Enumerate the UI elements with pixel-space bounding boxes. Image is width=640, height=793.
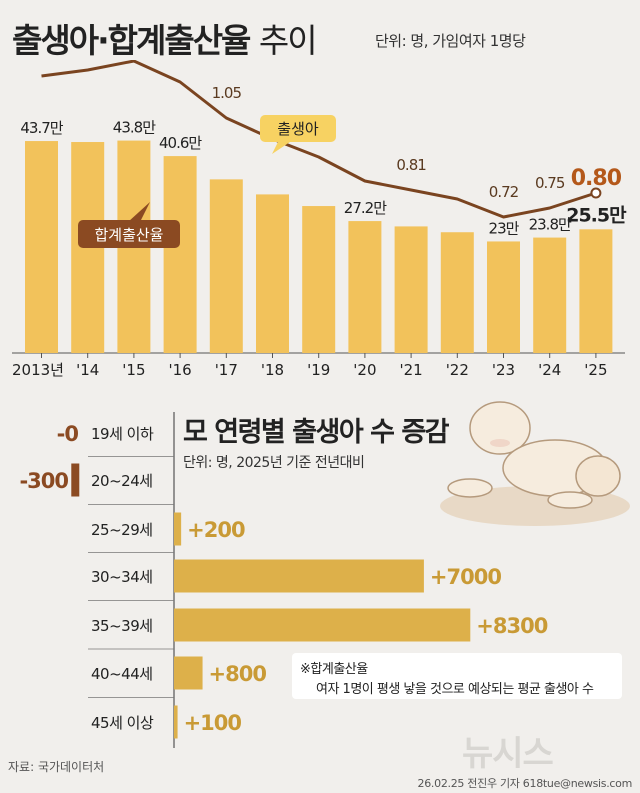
fertility-data-label: 0.81 (396, 156, 426, 174)
change-bar (174, 559, 424, 593)
change-value-label: +7000 (430, 565, 501, 589)
x-tick-label: '15 (122, 361, 145, 379)
change-value-label: +8300 (476, 614, 547, 638)
births-badge: 출생아 (260, 115, 336, 154)
change-bar (174, 705, 178, 739)
credit-text: 26.02.25 전진우 기자 618tue@newsis.com (417, 777, 633, 790)
births-data-label: 23만 (489, 219, 520, 237)
births-data-label: 43.8만 (113, 119, 156, 137)
x-tick-label: '25 (584, 361, 607, 379)
age-group-label: 19세 이하 (91, 425, 154, 443)
note-text: 여자 1명이 평생 낳을 것으로 예상되는 평균 출생아 수 (316, 682, 594, 697)
fertility-data-label: 0.72 (489, 183, 519, 201)
age-group-label: 35~39세 (91, 617, 153, 635)
births-bar (487, 241, 520, 353)
births-bar (302, 206, 336, 353)
births-bar (440, 232, 474, 353)
births-data-label: 25.5만 (566, 204, 627, 226)
fertility-data-label: 0.75 (535, 174, 565, 192)
title-main: 출생아·합계출산율 (12, 21, 251, 60)
fertility-badge: 합계출산율 (78, 202, 180, 248)
x-tick-label: '23 (492, 361, 515, 379)
chart2-title: 모 연령별 출생아 수 증감 (183, 417, 450, 448)
fertility-data-label: 1.05 (212, 84, 242, 102)
fertility-line (41, 60, 597, 219)
births-data-label: 40.6만 (159, 134, 202, 152)
births-bar (533, 237, 567, 353)
births-data-label: 43.7만 (20, 119, 63, 137)
chart2-unit: 단위: 명, 2025년 기준 전년대비 (183, 455, 365, 471)
age-group-label: 25~29세 (91, 521, 153, 539)
x-tick-label: '17 (215, 361, 238, 379)
fertility-data-label: 0.80 (571, 166, 622, 191)
births-bar (394, 226, 428, 353)
x-tick-label: '24 (538, 361, 561, 379)
fertility-note: ※합계출산율 여자 1명이 평생 낳을 것으로 예상되는 평균 출생아 수 (292, 653, 622, 699)
x-tick-label: '20 (353, 361, 376, 379)
births-bar (163, 156, 197, 353)
age-group-label: 45세 이상 (91, 714, 154, 732)
note-title: ※합계출산율 (300, 662, 368, 677)
svg-text:출생아: 출생아 (277, 120, 319, 138)
newsis-logo: 뉴시스 (462, 734, 554, 774)
change-bar (174, 656, 203, 690)
change-value-label: +200 (187, 518, 245, 542)
births-bar (348, 221, 382, 353)
svg-text:합계출산율: 합계출산율 (94, 226, 163, 244)
title-sub: 추이 (258, 21, 318, 60)
births-bar (25, 141, 58, 353)
age-group-label: 20~24세 (91, 472, 153, 490)
births-fertility-chart: 2013년 43.7만 '14 '15 43.8만 '16 40.6만 '17 '18 '19 '2… (12, 60, 628, 379)
baby-illustration (440, 401, 630, 526)
x-tick-label: '14 (76, 361, 99, 379)
age-change-chart: 19세 이하 -0 20~24세 -300 25~29세 +200 30~34세 +7000 3… (19, 412, 549, 748)
x-tick-label: '22 (446, 361, 469, 379)
births-bar (256, 194, 289, 353)
x-tick-label: 2013년 (12, 361, 64, 379)
x-tick-label: '18 (261, 361, 284, 379)
fertility-point (590, 187, 602, 199)
births-data-label: 23.8만 (529, 216, 572, 234)
change-value-label: +100 (184, 711, 242, 735)
change-bar (174, 608, 471, 642)
change-bar (174, 512, 182, 546)
change-bar (71, 463, 80, 497)
change-value-label: -0 (57, 422, 79, 446)
change-value-label: +800 (209, 662, 267, 686)
age-group-label: 40~44세 (91, 665, 153, 683)
age-group-label: 30~34세 (91, 568, 153, 586)
x-tick-label: '21 (399, 361, 422, 379)
source-text: 자료: 국가데이터처 (8, 760, 105, 774)
page-title: 출생아·합계출산율 추이 (12, 14, 318, 62)
change-value-label: -300 (19, 469, 68, 493)
x-tick-label: '16 (168, 361, 191, 379)
births-bar (579, 229, 613, 353)
births-bar (209, 179, 243, 353)
births-data-label: 27.2만 (344, 199, 387, 217)
chart1-unit: 단위: 명, 가임여자 1명당 (375, 32, 526, 50)
x-tick-label: '19 (307, 361, 330, 379)
